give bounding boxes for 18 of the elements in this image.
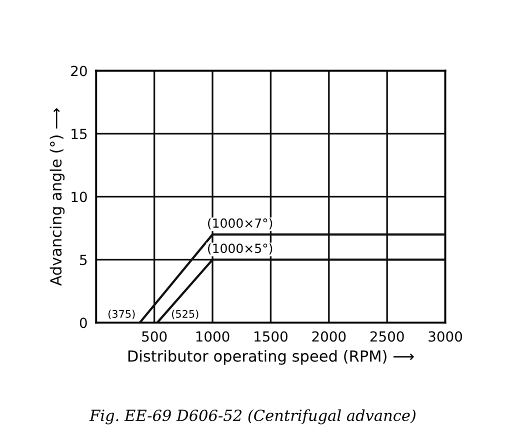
y-tick-label: 15 <box>72 128 87 140</box>
y-tick-label: 10 <box>72 192 87 202</box>
y-axis-title: Advancing angle (°) ⟶ <box>50 108 65 286</box>
annotation: (375) <box>108 310 135 320</box>
x-tick-label: 2000 <box>312 331 346 342</box>
x-tick-label: 2500 <box>370 331 404 342</box>
x-tick-label: 1500 <box>254 331 288 342</box>
x-tick-label: 1000 <box>196 331 230 342</box>
y-tick-label: 5 <box>80 254 87 266</box>
x-axis-title: Distributor operating speed (RPM) ⟶ <box>128 350 414 365</box>
annotation: (525) <box>172 310 198 320</box>
annotation: (1000×5°) <box>208 243 272 255</box>
x-tick-label: 500 <box>142 331 167 342</box>
y-tick-label: 0 <box>80 318 87 328</box>
text: Fig. EE-69 D606-52 (Centrifugal advance) <box>89 409 416 424</box>
x-tick-label: 3000 <box>428 331 462 342</box>
annotation: (1000×7°) <box>208 218 272 230</box>
y-tick-label: 20 <box>71 66 87 76</box>
